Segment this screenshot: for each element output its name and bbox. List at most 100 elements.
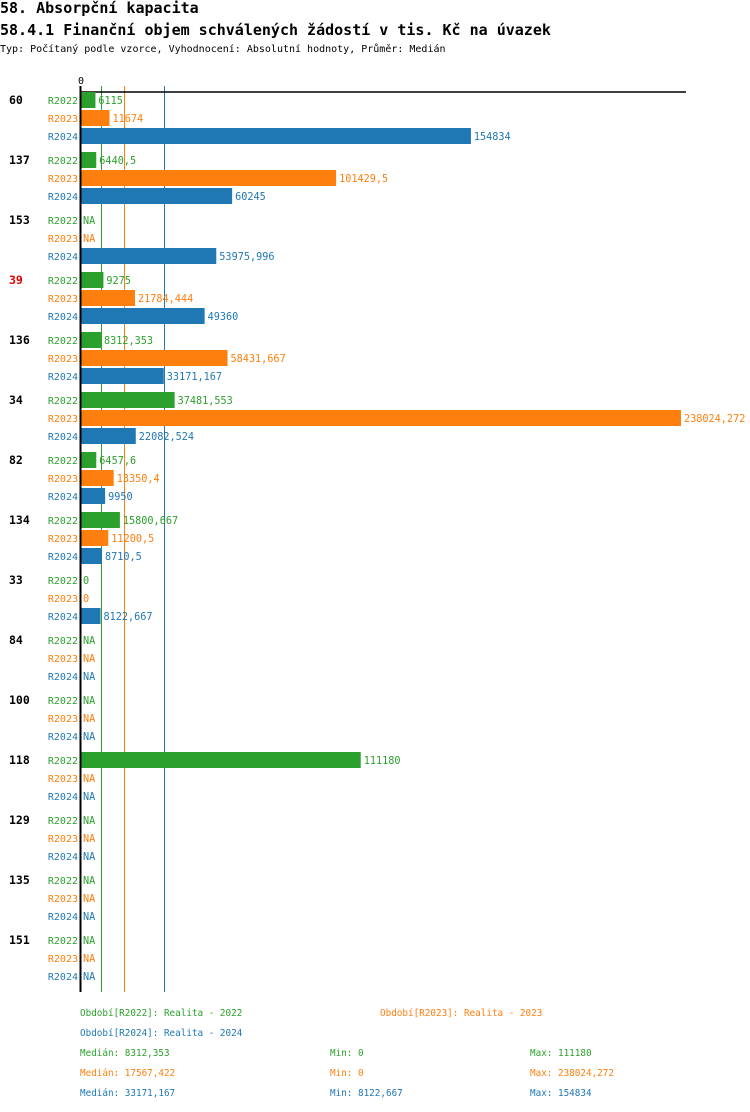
value-label: 0 (83, 594, 89, 605)
category-label: 84 (9, 633, 23, 647)
value-label: NA (83, 234, 95, 245)
category-label: 153 (9, 213, 30, 227)
bar-r2024 (80, 608, 101, 624)
section-title: 58. Absorpční kapacita (0, 0, 199, 17)
category-label: 135 (9, 873, 30, 887)
series-label: R2023 (48, 834, 78, 845)
series-label: R2023 (48, 714, 78, 725)
series-label: R2023 (48, 474, 78, 485)
category-label: 151 (9, 933, 30, 947)
bar-r2024 (80, 128, 471, 144)
value-label: NA (83, 672, 95, 683)
value-label: 6457,6 (99, 456, 136, 467)
value-label: 58431,667 (231, 354, 286, 365)
value-label: 238024,272 (684, 414, 745, 425)
series-label: R2022 (48, 156, 78, 167)
series-label: R2024 (48, 672, 78, 683)
bar-chart: 0 60 R2022 6115 R2023 11674 R2024 154834 137 R202… (9, 76, 745, 992)
series-label: R2024 (48, 192, 78, 203)
series-label: R2024 (48, 612, 78, 623)
value-label: 11674 (113, 114, 144, 125)
value-label: NA (83, 774, 95, 785)
bar-r2024 (80, 548, 102, 564)
series-label: R2024 (48, 852, 78, 863)
value-label: NA (83, 816, 95, 827)
value-label: NA (83, 732, 95, 743)
bar-r2023 (80, 350, 228, 366)
stat-median-r2022: Medián: 8312,353 (80, 1048, 170, 1059)
series-label: R2022 (48, 756, 78, 767)
value-label: 154834 (474, 132, 511, 143)
series-label: R2024 (48, 912, 78, 923)
chart-meta: Typ: Počítaný podle vzorce, Vyhodnocení:… (0, 44, 446, 55)
bar-r2023 (80, 470, 114, 486)
series-label: R2024 (48, 312, 78, 323)
stat-min-r2022: Min: 0 (330, 1048, 364, 1059)
series-label: R2023 (48, 294, 78, 305)
category-label: 129 (9, 813, 30, 827)
value-label: 11200,5 (111, 534, 154, 545)
value-label: NA (83, 972, 95, 983)
bar-r2022 (80, 392, 175, 408)
series-label: R2022 (48, 936, 78, 947)
value-label: 21784,444 (138, 294, 193, 305)
value-label: NA (83, 714, 95, 725)
value-label: 0 (83, 576, 89, 587)
series-label: R2024 (48, 252, 78, 263)
bar-r2023 (80, 410, 681, 426)
series-label: R2022 (48, 636, 78, 647)
category-label: 134 (9, 513, 30, 527)
category-label: 100 (9, 693, 30, 707)
value-label: NA (83, 834, 95, 845)
bar-r2022 (80, 92, 96, 108)
bar-r2022 (80, 332, 101, 348)
value-label: 49360 (208, 312, 239, 323)
series-label: R2022 (48, 696, 78, 707)
value-label: NA (83, 654, 95, 665)
value-label: 111180 (364, 756, 401, 767)
value-label: NA (83, 636, 95, 647)
value-label: NA (83, 912, 95, 923)
bar-r2022 (80, 512, 120, 528)
value-label: 37481,553 (178, 396, 233, 407)
series-label: R2024 (48, 372, 78, 383)
series-label: R2022 (48, 216, 78, 227)
x-tick-label: 0 (78, 76, 84, 87)
value-label: 8710,5 (105, 552, 142, 563)
stat-min-r2024: Min: 8122,667 (330, 1088, 403, 1099)
value-label: 8312,353 (104, 336, 153, 347)
series-label: R2023 (48, 894, 78, 905)
stat-median-r2024: Medián: 33171,167 (80, 1088, 176, 1099)
value-label: NA (83, 216, 95, 227)
series-label: R2023 (48, 594, 78, 605)
series-label: R2024 (48, 132, 78, 143)
value-label: 101429,5 (339, 174, 388, 185)
legend-item-r2024: Období[R2024]: Realita - 2024 (80, 1028, 243, 1039)
value-label: NA (83, 852, 95, 863)
bar-r2024 (80, 488, 106, 504)
series-label: R2024 (48, 432, 78, 443)
value-label: NA (83, 876, 95, 887)
value-label: NA (83, 894, 95, 905)
value-label: NA (83, 696, 95, 707)
bar-r2022 (80, 272, 104, 288)
bar-r2024 (80, 428, 136, 444)
series-label: R2022 (48, 96, 78, 107)
series-label: R2022 (48, 336, 78, 347)
value-label: 22082,524 (139, 432, 194, 443)
series-label: R2023 (48, 114, 78, 125)
bar-r2022 (80, 152, 97, 168)
category-label: 33 (9, 573, 23, 587)
value-label: NA (83, 792, 95, 803)
series-label: R2022 (48, 516, 78, 527)
value-label: 60245 (235, 192, 266, 203)
chart-title: 58.4.1 Finanční objem schválených žádost… (0, 21, 551, 39)
bar-r2023 (80, 290, 135, 306)
value-label: 9275 (106, 276, 131, 287)
series-label: R2022 (48, 276, 78, 287)
value-label: 33171,167 (167, 372, 222, 383)
value-label: 53975,996 (219, 252, 274, 263)
bar-r2022 (80, 452, 97, 468)
series-label: R2022 (48, 396, 78, 407)
series-label: R2022 (48, 576, 78, 587)
